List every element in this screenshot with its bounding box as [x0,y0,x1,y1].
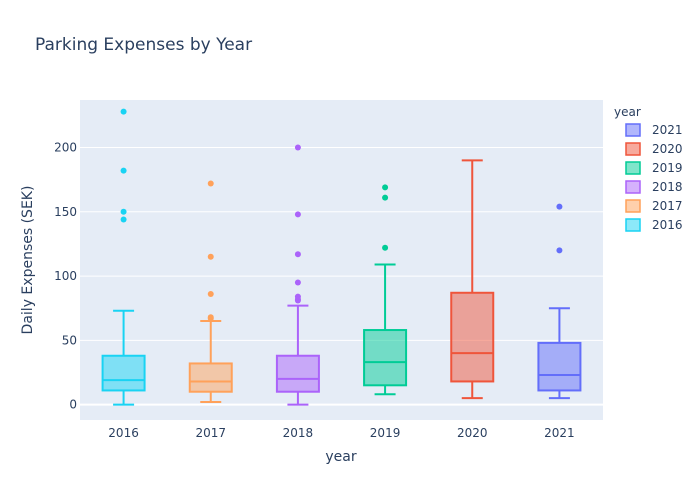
legend-label: 2020 [652,142,683,156]
y-axis-ticks: 0 50 100 150 200 [54,141,77,412]
box-2019 [363,184,408,396]
legend-item-2020: 2020 [625,142,683,156]
outlier-point [120,208,127,215]
box-series [101,108,582,406]
box-2021 [537,203,582,400]
outlier-point [207,291,214,298]
outlier-point [556,247,563,254]
outlier-point [294,293,301,300]
y-tick-label: 50 [62,333,77,347]
box-iqr [275,354,320,393]
legend-label: 2016 [652,218,683,232]
legend-label: 2019 [652,161,683,175]
outlier-point [294,251,301,258]
legend: year 2021 2020 2019 2018 2017 2016 [614,105,683,232]
outlier-point [382,194,389,201]
legend-swatch [625,218,641,232]
x-tick-label: 2020 [457,426,488,440]
box-2017 [188,180,233,404]
x-tick-label: 2019 [370,426,401,440]
outlier-point [294,279,301,286]
legend-item-2018: 2018 [625,180,683,194]
box-iqr [537,341,582,392]
legend-swatch [625,123,641,137]
outlier-point [120,167,127,174]
legend-label: 2021 [652,123,683,137]
outlier-point [207,314,214,321]
legend-item-2021: 2021 [625,123,683,137]
box-2018 [275,144,320,406]
outlier-point [120,216,127,223]
box-iqr [363,329,408,387]
gridlines [80,147,603,406]
x-axis-ticks: 2016 2017 2018 2019 2020 2021 [108,426,574,440]
outlier-point [207,180,214,187]
outlier-point [382,184,389,191]
legend-swatch [625,161,641,175]
chart-title: Parking Expenses by Year [35,35,252,55]
legend-item-2019: 2019 [625,161,683,175]
plot-area [80,100,603,420]
legend-swatch [625,199,641,213]
box-iqr [188,362,233,393]
y-tick-label: 100 [54,269,77,283]
box-iqr [450,291,495,383]
outlier-point [382,244,389,251]
x-tick-label: 2017 [195,426,226,440]
box-2016 [101,108,146,406]
outlier-point [294,144,301,151]
x-tick-label: 2016 [108,426,139,440]
outlier-point [556,203,563,210]
x-tick-label: 2018 [283,426,314,440]
y-tick-label: 150 [54,205,77,219]
y-tick-label: 200 [54,141,77,155]
legend-label: 2018 [652,180,683,194]
x-axis-title: year [325,449,356,465]
y-axis-title: Daily Expenses (SEK) [20,186,36,335]
box-iqr [101,354,146,392]
legend-item-2017: 2017 [625,199,683,213]
legend-title: year [614,105,641,119]
legend-item-2016: 2016 [625,218,683,232]
outlier-point [294,211,301,218]
legend-swatch [625,180,641,194]
box-2020 [450,159,495,400]
y-tick-label: 0 [69,398,77,412]
legend-swatch [625,142,641,156]
outlier-point [207,253,214,260]
legend-label: 2017 [652,199,683,213]
outlier-point [120,108,127,115]
x-tick-label: 2021 [544,426,575,440]
